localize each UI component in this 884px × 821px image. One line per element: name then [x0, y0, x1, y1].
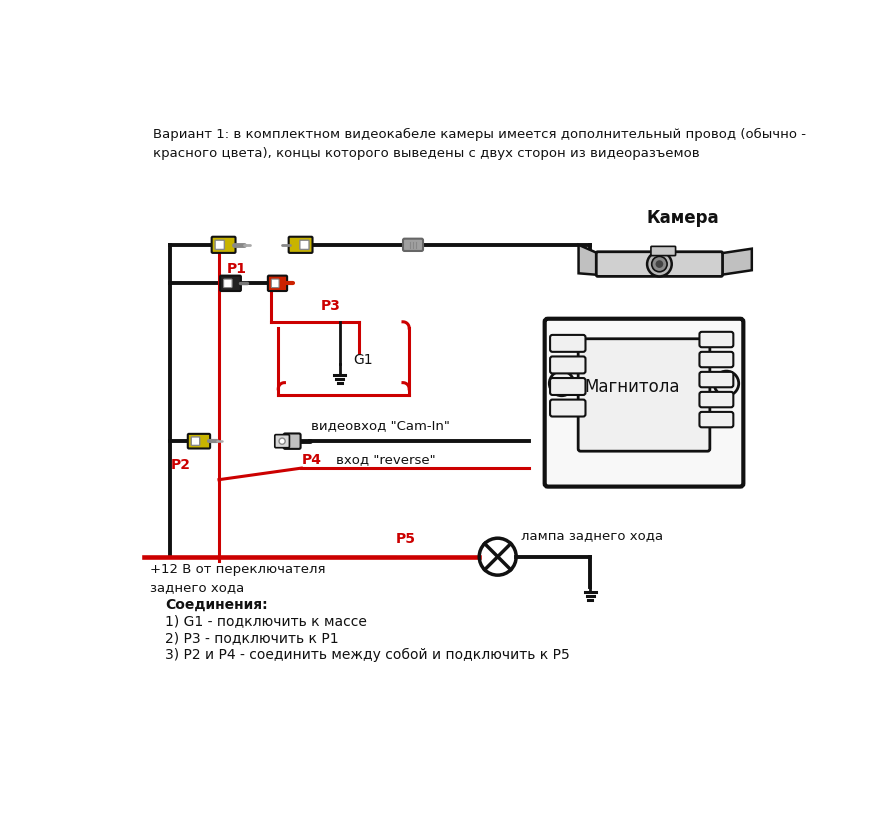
FancyBboxPatch shape: [699, 392, 734, 407]
FancyBboxPatch shape: [699, 372, 734, 388]
Polygon shape: [721, 249, 751, 275]
Text: вход "reverse": вход "reverse": [336, 453, 436, 466]
Text: Р5: Р5: [396, 532, 416, 546]
FancyBboxPatch shape: [597, 252, 722, 277]
FancyBboxPatch shape: [550, 378, 585, 395]
Text: +12 В от переключателя
заднего хода: +12 В от переключателя заднего хода: [149, 563, 325, 594]
Text: Магнитола: Магнитола: [584, 378, 680, 397]
Text: видеовход "Cam-In": видеовход "Cam-In": [311, 419, 450, 432]
Text: Р1: Р1: [226, 262, 247, 276]
Text: Соединения:: Соединения:: [165, 598, 268, 612]
FancyBboxPatch shape: [651, 246, 675, 255]
FancyBboxPatch shape: [699, 352, 734, 367]
FancyBboxPatch shape: [545, 319, 743, 487]
Polygon shape: [578, 245, 598, 275]
Text: Р2: Р2: [171, 458, 190, 472]
FancyBboxPatch shape: [215, 241, 225, 250]
Circle shape: [549, 371, 574, 396]
Text: Вариант 1: в комплектном видеокабеле камеры имеется дополнительный провод (обычн: Вариант 1: в комплектном видеокабеле кам…: [153, 128, 805, 160]
FancyBboxPatch shape: [550, 356, 585, 374]
FancyBboxPatch shape: [220, 276, 241, 291]
FancyBboxPatch shape: [550, 335, 585, 352]
Circle shape: [656, 260, 663, 268]
Text: Р4: Р4: [301, 452, 322, 466]
FancyBboxPatch shape: [403, 239, 423, 251]
FancyBboxPatch shape: [191, 437, 200, 446]
FancyBboxPatch shape: [211, 236, 235, 253]
FancyBboxPatch shape: [271, 279, 279, 287]
Text: 3) Р2 и Р4 - соединить между собой и подключить к Р5: 3) Р2 и Р4 - соединить между собой и под…: [165, 649, 570, 663]
Text: Камера: Камера: [646, 209, 719, 227]
FancyBboxPatch shape: [550, 400, 585, 416]
Circle shape: [714, 371, 739, 396]
FancyBboxPatch shape: [289, 236, 313, 253]
Text: 2) Р3 - подключить к Р1: 2) Р3 - подключить к Р1: [165, 631, 339, 645]
FancyBboxPatch shape: [300, 241, 309, 250]
FancyBboxPatch shape: [268, 276, 287, 291]
FancyBboxPatch shape: [275, 434, 289, 447]
FancyBboxPatch shape: [187, 433, 210, 448]
Circle shape: [647, 252, 672, 277]
FancyBboxPatch shape: [284, 433, 301, 449]
FancyBboxPatch shape: [699, 332, 734, 347]
Circle shape: [652, 256, 667, 272]
Text: Р3: Р3: [321, 299, 340, 313]
Text: 1) G1 - подключить к массе: 1) G1 - подключить к массе: [165, 614, 367, 628]
FancyBboxPatch shape: [224, 279, 232, 287]
Text: лампа заднего хода: лампа заднего хода: [521, 529, 663, 542]
FancyBboxPatch shape: [699, 412, 734, 427]
Circle shape: [279, 438, 286, 444]
FancyBboxPatch shape: [578, 339, 710, 452]
Text: G1: G1: [354, 353, 373, 367]
